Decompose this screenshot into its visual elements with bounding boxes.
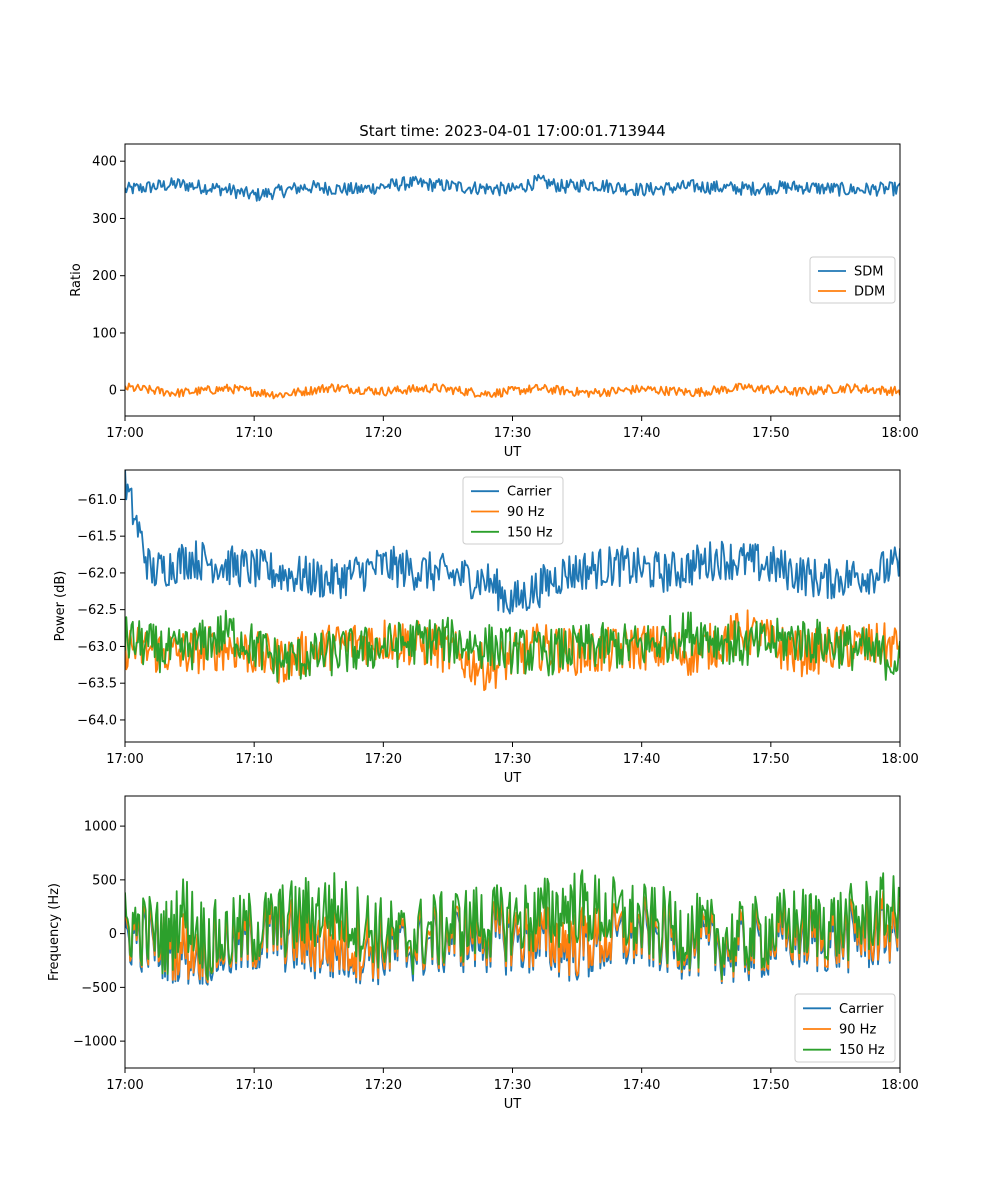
y-tick-label: 400 — [92, 155, 117, 170]
y-tick-label: −63.0 — [77, 640, 117, 655]
y-tick-label: −500 — [81, 981, 117, 996]
x-tick-label: 17:10 — [235, 1078, 272, 1093]
x-tick-label: 18:00 — [881, 752, 918, 767]
x-tick-label: 17:10 — [235, 752, 272, 767]
y-axis-label: Power (dB) — [53, 571, 68, 642]
chart-panel-1: 17:00 17:10 17:20 17:30 17:40 17:50 18:00 UT 0 10… — [69, 143, 919, 460]
x-tick-label: 18:00 — [881, 426, 918, 441]
x-tick-label: 17:00 — [106, 426, 143, 441]
series-line-150-hz — [125, 869, 900, 981]
y-tick-label: 300 — [92, 212, 117, 227]
legend-label: 90 Hz — [507, 505, 544, 520]
y-tick-label: 1000 — [84, 820, 117, 835]
y-tick-label: −64.0 — [77, 713, 117, 728]
y-axis-label: Frequency (Hz) — [47, 883, 62, 981]
y-axis-label: Ratio — [69, 263, 84, 296]
y-tick-label: 0 — [109, 384, 117, 399]
chart-panel-2: 17:00 17:10 17:20 17:30 17:40 17:50 18:00 UT −61… — [53, 469, 919, 786]
x-tick-label: 17:50 — [752, 1078, 789, 1093]
series-line-sdm — [125, 173, 900, 202]
figure-title: Start time: 2023-04-01 17:00:01.713944 — [359, 122, 665, 140]
series-line-ddm — [125, 382, 900, 400]
x-tick-label: 17:20 — [365, 752, 402, 767]
legend-label: Carrier — [839, 1002, 884, 1017]
x-tick-label: 17:30 — [494, 426, 531, 441]
legend-box — [462, 476, 564, 545]
y-tick-label: 200 — [92, 269, 117, 284]
legend-label: DDM — [854, 285, 885, 300]
y-tick-label: 0 — [109, 927, 117, 942]
x-tick-label: 17:20 — [365, 426, 402, 441]
y-tick-label: 500 — [92, 873, 117, 888]
x-axis-label: UT — [504, 1097, 522, 1112]
x-axis-label: UT — [504, 771, 522, 786]
y-tick-label: −61.0 — [77, 493, 117, 508]
legend: Carrier 90 Hz 150 Hz — [794, 993, 896, 1063]
legend-label: 150 Hz — [507, 525, 553, 540]
x-tick-label: 17:40 — [623, 1078, 660, 1093]
x-tick-label: 17:50 — [752, 426, 789, 441]
y-tick-label: −61.5 — [77, 530, 117, 545]
x-tick-label: 17:00 — [106, 1078, 143, 1093]
x-tick-label: 17:30 — [494, 1078, 531, 1093]
x-axis-label: UT — [504, 445, 522, 460]
legend-label: 150 Hz — [839, 1043, 885, 1058]
x-tick-label: 17:40 — [623, 426, 660, 441]
y-tick-label: −62.5 — [77, 603, 117, 618]
legend-label: Carrier — [507, 485, 552, 500]
legend-label: 90 Hz — [839, 1023, 876, 1038]
legend: Carrier 90 Hz 150 Hz — [462, 476, 564, 545]
x-tick-label: 17:30 — [494, 752, 531, 767]
panels: 17:00 17:10 17:20 17:30 17:40 17:50 18:00 UT 0 10… — [47, 143, 919, 1112]
legend: SDM DDM — [809, 256, 896, 304]
y-tick-label: −1000 — [73, 1035, 117, 1050]
series-line-carrier — [125, 470, 900, 615]
x-tick-label: 17:10 — [235, 426, 272, 441]
y-tick-label: −63.5 — [77, 677, 117, 692]
x-tick-label: 17:40 — [623, 752, 660, 767]
series-line-150-hz — [125, 609, 900, 683]
legend-box — [794, 993, 896, 1063]
legend-label: SDM — [854, 265, 883, 280]
x-tick-label: 17:00 — [106, 752, 143, 767]
x-tick-label: 17:50 — [752, 752, 789, 767]
y-tick-label: 100 — [92, 326, 117, 341]
x-tick-label: 17:20 — [365, 1078, 402, 1093]
y-tick-label: −62.0 — [77, 566, 117, 581]
chart-panel-3: 17:00 17:10 17:20 17:30 17:40 17:50 18:00 UT 100… — [47, 795, 919, 1112]
x-tick-label: 18:00 — [881, 1078, 918, 1093]
